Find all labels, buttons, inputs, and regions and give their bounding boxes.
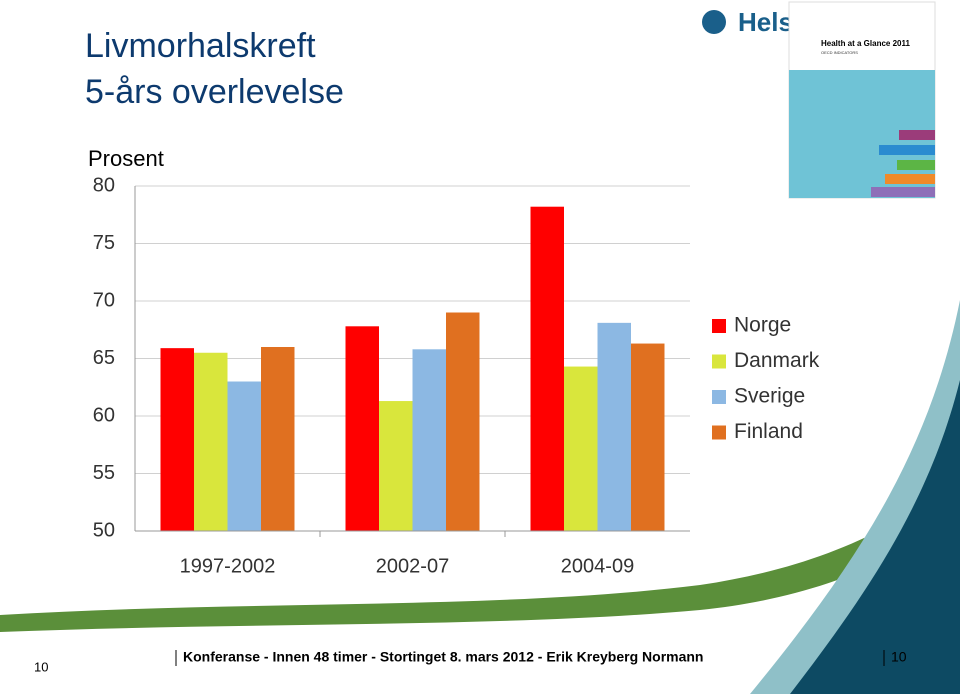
footer-text: Konferanse - Innen 48 timer - Stortinget… (183, 649, 703, 665)
bar (446, 312, 480, 531)
bar (160, 348, 194, 531)
cover-stripe (885, 174, 935, 184)
y-tick-label: 75 (93, 232, 115, 254)
bar (564, 366, 598, 531)
y-tick-label: 50 (93, 519, 115, 541)
cover-stripe (879, 145, 935, 155)
y-axis-label: Prosent (88, 146, 164, 171)
x-tick-label: 2002-07 (376, 555, 449, 577)
bar (227, 381, 261, 531)
bar (597, 322, 631, 531)
legend-swatch (712, 390, 726, 404)
footer-band (0, 520, 960, 694)
legend-label: Sverige (734, 385, 805, 408)
plot: 50 55 60 65 70 75 80 1997-2002 2002-07 2004-09 Nor… (93, 174, 820, 577)
subtitle: 5-års overlevelse (85, 73, 344, 111)
legend-label: Danmark (734, 349, 820, 372)
x-tick-label: 1997-2002 (180, 555, 276, 577)
y-tick-label: 70 (93, 289, 115, 311)
legend-swatch (712, 425, 726, 440)
y-tick-label: 55 (93, 462, 115, 484)
legend-label: Norge (734, 314, 791, 337)
y-tick-label: 65 (93, 347, 115, 369)
bar (631, 343, 665, 531)
legend-swatch (712, 319, 726, 333)
x-tick-label: 2004-09 (561, 555, 634, 577)
bar (345, 326, 379, 531)
y-tick-label: 80 (93, 174, 115, 196)
teal-dark (790, 380, 960, 694)
legend-label: Finland (734, 420, 803, 443)
logo-icon (702, 10, 726, 34)
title: Livmorhalskreft (85, 27, 316, 65)
page-number: 10 (891, 649, 907, 665)
bar (261, 347, 295, 531)
bar (530, 206, 564, 531)
cover-title: Health at a Glance 2011 (821, 39, 910, 48)
page-number-left: 10 (34, 659, 48, 674)
cover-stripe (897, 160, 935, 170)
cover-stripe (899, 130, 935, 140)
bar (194, 352, 228, 531)
y-tick-label: 60 (93, 404, 115, 426)
cover-subtitle: OECD INDICATORS (821, 50, 858, 55)
legend-swatch (712, 354, 726, 369)
cover-stripe (871, 187, 935, 197)
bar (379, 401, 413, 531)
bar (412, 349, 446, 531)
